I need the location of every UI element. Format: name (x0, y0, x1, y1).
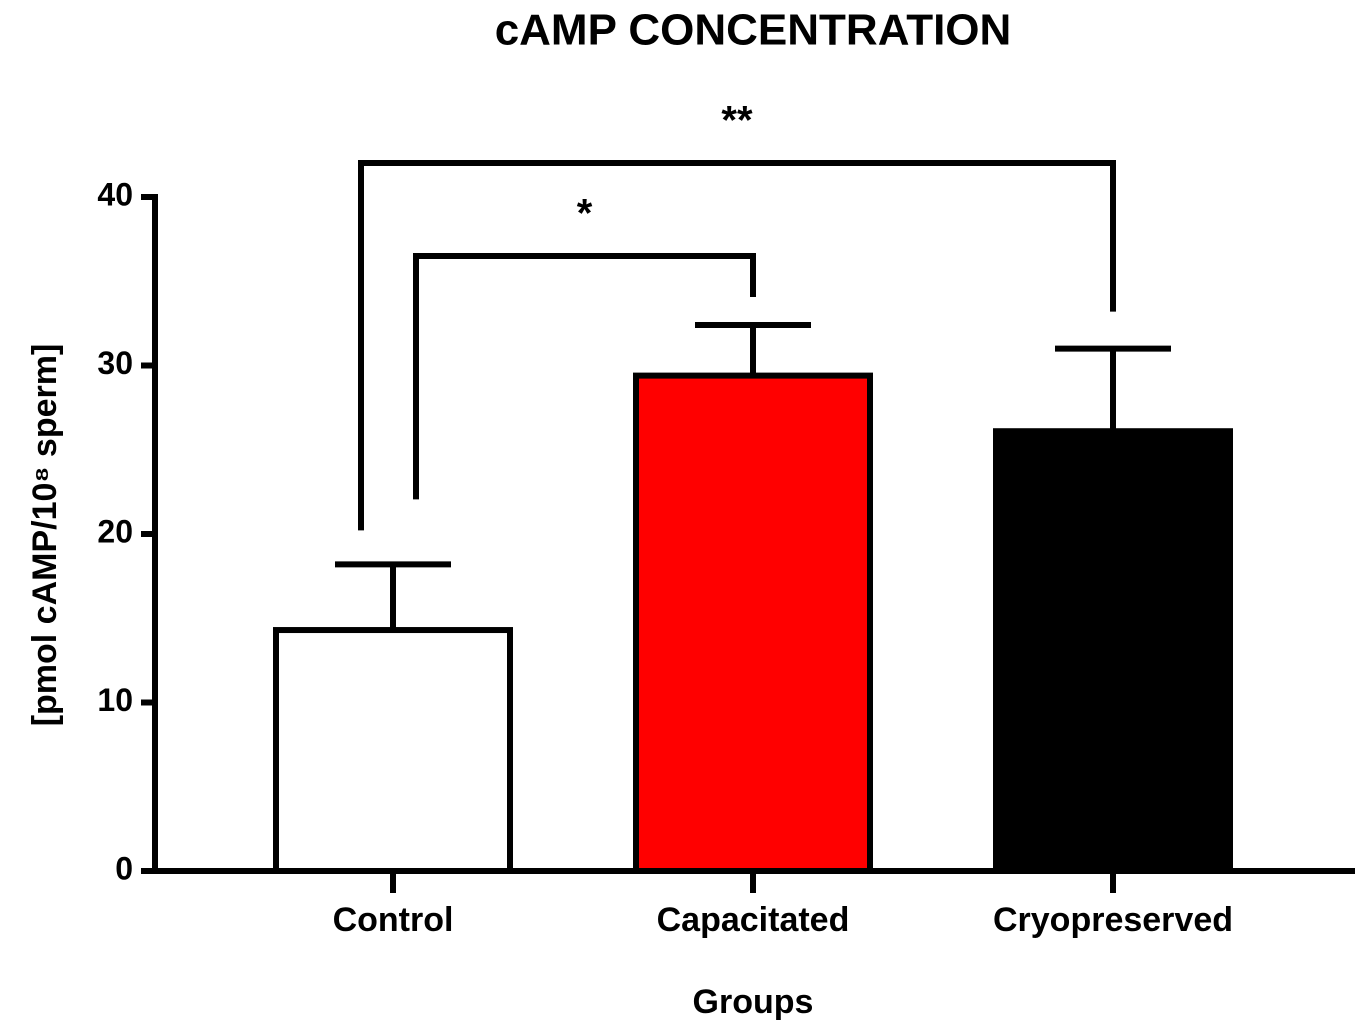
y-tick-label: 10 (97, 682, 133, 718)
x-tick-label: Cryopreserved (993, 901, 1233, 939)
significance-label: * (577, 192, 593, 236)
x-tick-label: Capacitated (657, 901, 850, 939)
y-axis-label: [pmol cAMP/10⁸ sperm] (26, 344, 64, 727)
bar (633, 372, 873, 874)
x-axis-label: Groups (693, 983, 814, 1021)
y-tick-label: 20 (97, 513, 133, 549)
y-tick-label: 40 (97, 176, 133, 212)
y-tick-label: 0 (115, 850, 133, 886)
x-tick-label: Control (333, 901, 454, 939)
y-tick-label: 30 (97, 345, 133, 381)
bar (273, 627, 513, 874)
bar (993, 428, 1233, 874)
significance-label: ** (721, 99, 753, 143)
significance-bracket (358, 160, 1116, 531)
chart-title: cAMP CONCENTRATION (495, 6, 1012, 55)
significance-bracket (413, 253, 756, 500)
